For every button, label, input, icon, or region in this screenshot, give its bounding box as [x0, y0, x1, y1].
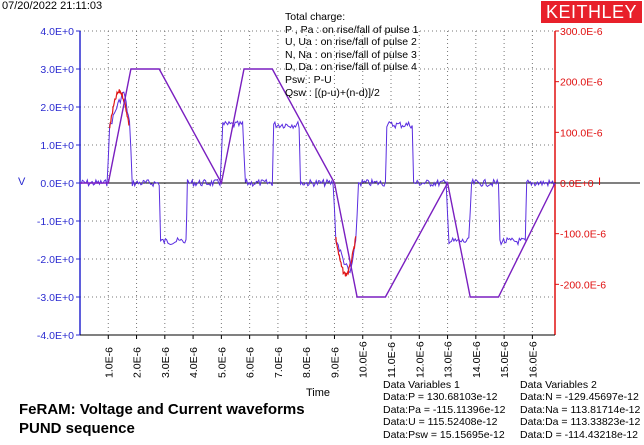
x-tick-label: 14.0E-6 [471, 341, 483, 378]
y-tick-label: 3.0E+0 [40, 64, 74, 76]
data-variables-2-title: Data Variables 2 [520, 379, 597, 391]
y-axis-label: V [18, 176, 26, 188]
x-tick-label: 15.0E-6 [499, 341, 511, 378]
y2-tick-label: 200.0E-6 [560, 77, 603, 89]
current-peak-trace [109, 89, 130, 129]
y2-tick-label: 300.0E-6 [560, 26, 603, 38]
data-variables-2: Data Variables 2 Data:N = -129.45697e-12… [520, 379, 640, 441]
current-trace [79, 91, 556, 274]
x-tick-label: 12.0E-6 [414, 341, 426, 378]
x-axis-label: Time [306, 387, 331, 399]
x-tick-label: 10.0E-6 [358, 341, 370, 378]
data-variable-row: Data:D = -114.43218e-12 [520, 428, 639, 441]
data-variable-row: Data:U = 115.52408e-12 [383, 416, 498, 429]
x-tick-label: 5.0E-6 [216, 347, 228, 378]
y-tick-label: 4.0E+0 [40, 26, 74, 38]
x-tick-label: 6.0E-6 [245, 347, 257, 378]
y2-tick-label: -100.0E-6 [560, 229, 606, 241]
y2-tick-label: 0.0E+0 [560, 178, 594, 190]
legend-line: Psw : P-U [285, 73, 332, 86]
x-tick-label: 1.0E-6 [103, 347, 115, 378]
x-tick-label: 8.0E-6 [301, 347, 313, 378]
x-tick-label: 2.0E-6 [132, 347, 144, 378]
y2-tick-label: 100.0E-6 [560, 127, 603, 139]
x-tick-label: 7.0E-6 [273, 347, 285, 378]
data-variable-row: Data:Da = 113.33823e-12 [520, 416, 641, 429]
charge-legend: Total charge: P , Pa : on rise/fall of p… [285, 11, 418, 99]
data-variable-row: Data:Pa = -115.11396e-12 [383, 403, 506, 416]
y-tick-label: -2.0E+0 [37, 254, 74, 266]
y-tick-label: 2.0E+0 [40, 102, 74, 114]
data-variable-row: Data:Na = 113.81714e-12 [520, 403, 641, 416]
x-tick-label: 3.0E-6 [160, 347, 172, 378]
caption-title: FeRAM: Voltage and Current waveforms [19, 401, 305, 418]
caption-subtitle: PUND sequence [19, 420, 135, 437]
legend-line: D, Da : on rise/fall of pulse 4 [285, 61, 417, 74]
legend-line: U, Ua : on rise/fall of pulse 2 [285, 36, 417, 49]
voltage-trace [80, 68, 556, 298]
x-tick-label: 9.0E-6 [329, 347, 341, 378]
y-tick-label: 1.0E+0 [40, 140, 74, 152]
legend-line: P , Pa : on rise/fall of pulse 1 [285, 23, 419, 36]
y-tick-label: -1.0E+0 [37, 216, 74, 228]
timestamp: 07/20/2022 21:11:03 [2, 0, 103, 12]
data-variables-1: Data Variables 1 Data:P = 130.68103e-12 … [383, 379, 506, 441]
data-variable-row: Data:Psw = 15.15695e-12 [383, 428, 505, 441]
y-tick-label: -3.0E+0 [37, 292, 74, 304]
y2-tick-label: -200.0E-6 [560, 279, 606, 291]
x-tick-label: 4.0E-6 [188, 347, 200, 378]
x-tick-label: 16.0E-6 [527, 341, 539, 378]
legend-title: Total charge: [285, 11, 346, 23]
legend-line: Qsw : [(p-u)+(n-d)]/2 [285, 86, 380, 99]
tick-labels: 4.0E+0 3.0E+0 2.0E+0 1.0E+0 0.0E+0 -1.0E+0 -2.… [37, 26, 606, 378]
y-tick-label: 0.0E+0 [40, 178, 74, 190]
y2-axis-label: I [598, 176, 602, 188]
current-peak-trace [335, 236, 357, 277]
keithley-logo: KEITHLEY [541, 1, 642, 23]
x-tick-label: 13.0E-6 [443, 341, 455, 378]
x-tick-label: 11.0E-6 [386, 342, 398, 378]
legend-line: N, Na : on rise/fall of pulse 3 [285, 48, 417, 61]
data-variables-1-title: Data Variables 1 [383, 379, 460, 391]
data-variable-row: Data:P = 130.68103e-12 [383, 391, 498, 404]
y-tick-label: -4.0E+0 [37, 330, 74, 342]
series-traces [79, 68, 556, 298]
data-variable-row: Data:N = -129.45697e-12 [520, 391, 639, 404]
